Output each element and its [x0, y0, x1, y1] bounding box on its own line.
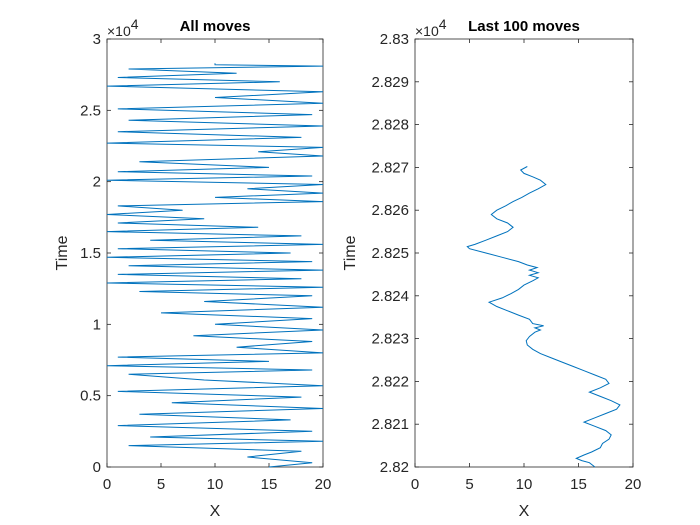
left-x-tick-label: 15 — [261, 476, 278, 493]
right-x-tick-label: 0 — [411, 476, 419, 493]
left-y-ticks: 0 0.5 1 1.5 2 2.5 3 — [80, 31, 323, 476]
right-y-axis-label: Time — [342, 235, 359, 270]
left-y-axis-label: Time — [54, 235, 71, 270]
right-y-tick-label: 2.824 — [371, 288, 409, 305]
right-y-tick-label: 2.827 — [371, 159, 409, 176]
right-y-tick-label: 2.825 — [371, 245, 409, 262]
left-y-tick-label: 0 — [93, 459, 101, 476]
right-y-exponent-label: ×104 — [415, 16, 447, 39]
left-plot-area — [106, 63, 324, 468]
right-x-tick-label: 15 — [570, 476, 587, 493]
left-y-exponent: 4 — [131, 16, 139, 32]
right-plot-area — [466, 166, 621, 468]
right-y-exponent: 4 — [439, 16, 447, 32]
right-x-ticks: 0 5 10 15 20 — [411, 39, 642, 493]
right-y-ticks: 2.82 2.821 2.822 2.823 2.824 2.825 2.826 2.827 2… — [371, 31, 633, 476]
right-axes-last-100-moves: 0 5 10 15 20 2.822.8212.8222.8232.8242.8252.… — [342, 16, 641, 520]
right-y-tick-label: 2.822 — [371, 373, 409, 390]
left-x-tick-label: 5 — [157, 476, 165, 493]
right-y-multiplier: ×10 — [415, 23, 439, 39]
left-y-tick-label: 2.5 — [80, 102, 101, 119]
right-y-tick-label: 2.821 — [371, 416, 409, 433]
left-x-tick-label: 20 — [315, 476, 332, 493]
right-y-tick-label: 2.83 — [380, 31, 409, 48]
right-x-axis-label: X — [519, 503, 530, 520]
right-x-tick-label: 10 — [516, 476, 533, 493]
right-y-tick-label: 2.82 — [380, 459, 409, 476]
left-x-axis-label: X — [210, 503, 221, 520]
right-y-tick-label: 2.828 — [371, 117, 409, 134]
left-y-tick-label: 2 — [93, 174, 101, 191]
left-y-tick-label: 1 — [93, 316, 101, 333]
right-y-tick-label: 2.829 — [371, 74, 409, 91]
left-series-line-0 — [106, 63, 324, 468]
left-axes-all-moves: 0 5 10 15 20 00.511.522.53 All moves X Time … — [54, 16, 331, 520]
left-chart-title: All moves — [180, 18, 251, 35]
right-x-tick-label: 5 — [465, 476, 473, 493]
left-y-exponent-label: ×104 — [107, 16, 139, 39]
right-chart-title: Last 100 moves — [468, 18, 580, 35]
right-x-tick-label: 20 — [625, 476, 642, 493]
left-y-tick-label: 3 — [93, 31, 101, 48]
right-y-tick-label: 2.823 — [371, 331, 409, 348]
right-y-tick-label: 2.826 — [371, 202, 409, 219]
left-y-tick-label: 0.5 — [80, 388, 101, 405]
right-axes-box — [414, 38, 634, 468]
left-y-multiplier: ×10 — [107, 23, 131, 39]
left-x-ticks: 0 5 10 15 20 — [103, 39, 332, 493]
left-x-tick-label: 0 — [103, 476, 111, 493]
right-series-line-0 — [466, 166, 621, 468]
left-y-tick-label: 1.5 — [80, 245, 101, 262]
left-x-tick-label: 10 — [207, 476, 224, 493]
